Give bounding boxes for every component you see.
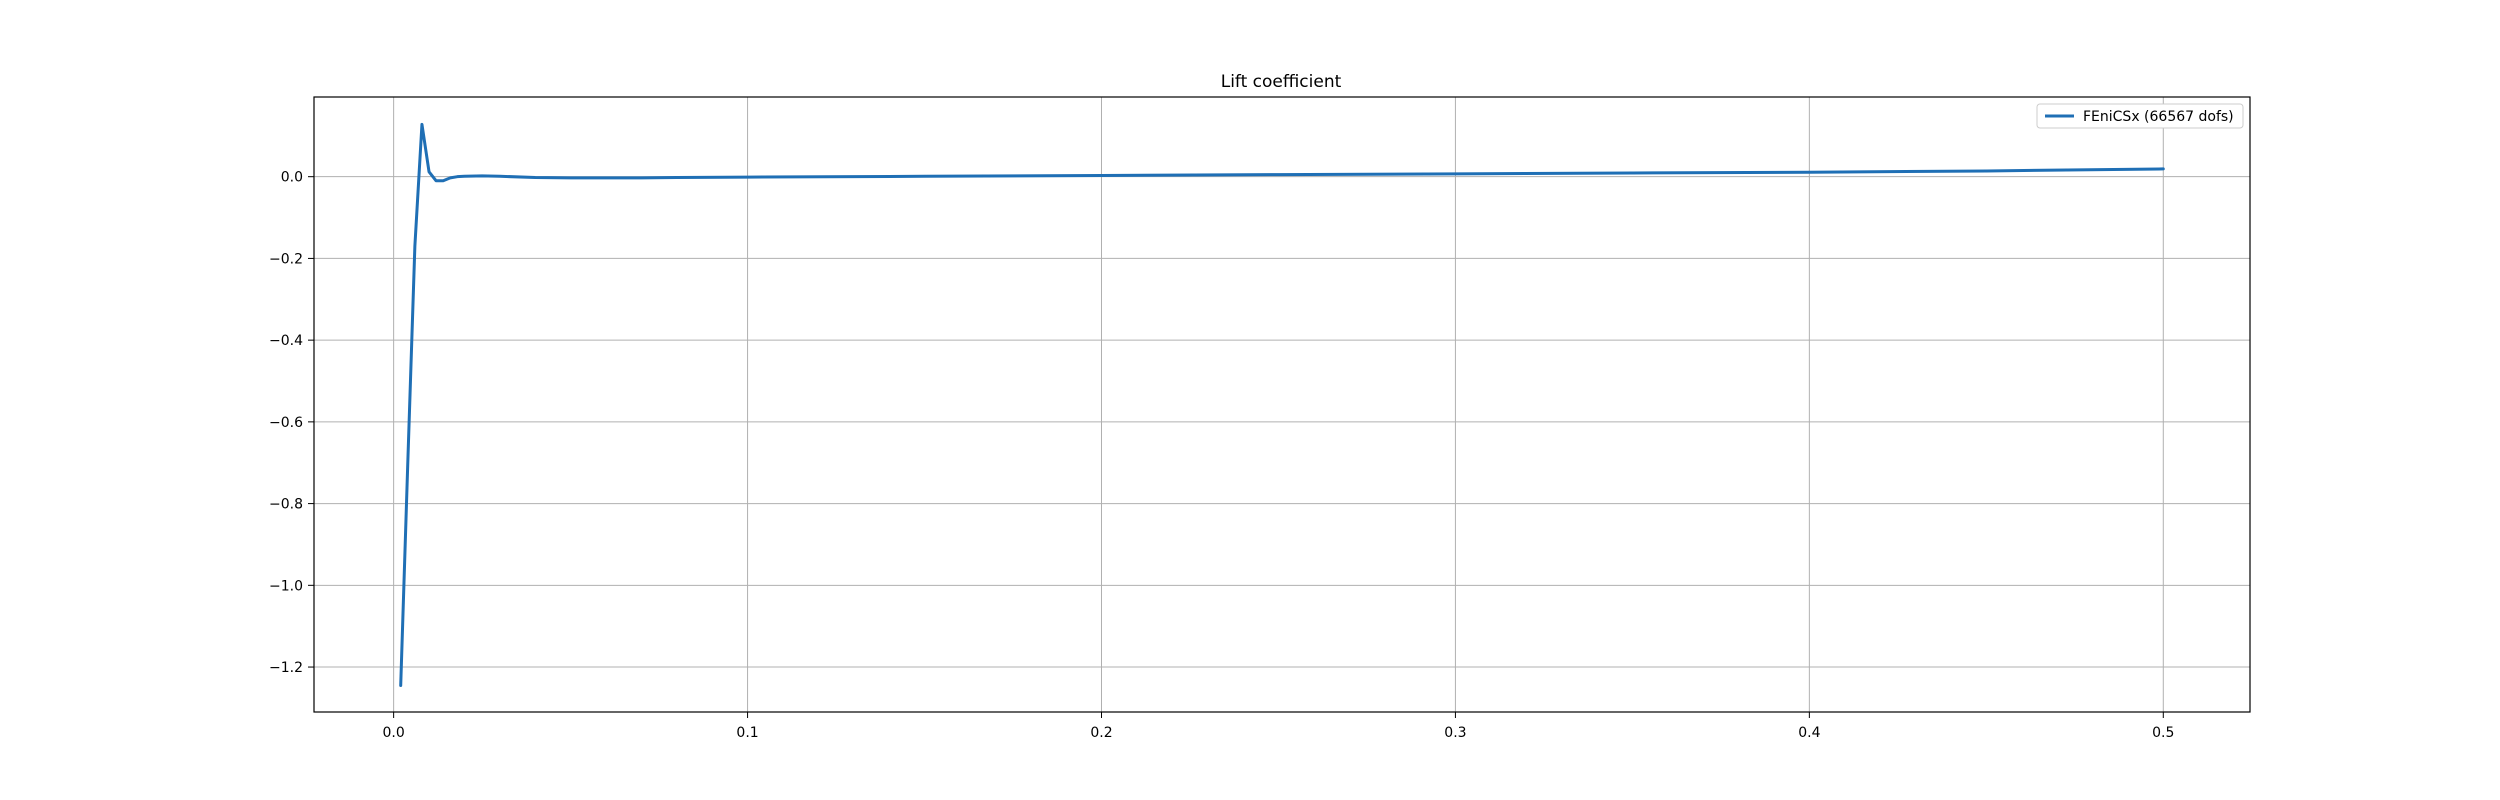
chart-title: Lift coefficient: [1221, 72, 1342, 92]
series-line: [399, 122, 2165, 687]
plot-area-frame: [313, 96, 2251, 713]
legend: FEniCSx (66567 dofs): [2036, 103, 2244, 129]
legend-series-label: FEniCSx (66567 dofs): [2083, 109, 2234, 125]
x-tick-label: 0.4: [1798, 725, 1820, 741]
x-tick-label: 0.5: [2152, 725, 2174, 741]
x-tick-label: 0.1: [736, 725, 758, 741]
legend-box: [2036, 103, 2244, 129]
x-axis: 0.0 0.1 0.2 0.3 0.4 0.5: [383, 712, 2174, 741]
y-tick-label: 0.0: [281, 170, 303, 186]
y-axis: 0.0 −0.2 −0.4 −0.6 −0.8 −1.0 −1.2: [269, 170, 314, 676]
x-tick-label: 0.3: [1444, 725, 1466, 741]
x-tick-label: 0.2: [1090, 725, 1112, 741]
y-tick-label: −0.4: [269, 333, 303, 349]
series-layer: [399, 122, 2165, 687]
y-tick-label: −0.8: [269, 497, 303, 513]
y-tick-label: −0.6: [269, 415, 303, 431]
y-tick-label: −0.2: [269, 251, 303, 267]
x-tick-label: 0.0: [383, 725, 405, 741]
y-tick-label: −1.2: [269, 660, 303, 676]
grid-lines: [314, 97, 2250, 712]
y-tick-label: −1.0: [269, 578, 303, 594]
